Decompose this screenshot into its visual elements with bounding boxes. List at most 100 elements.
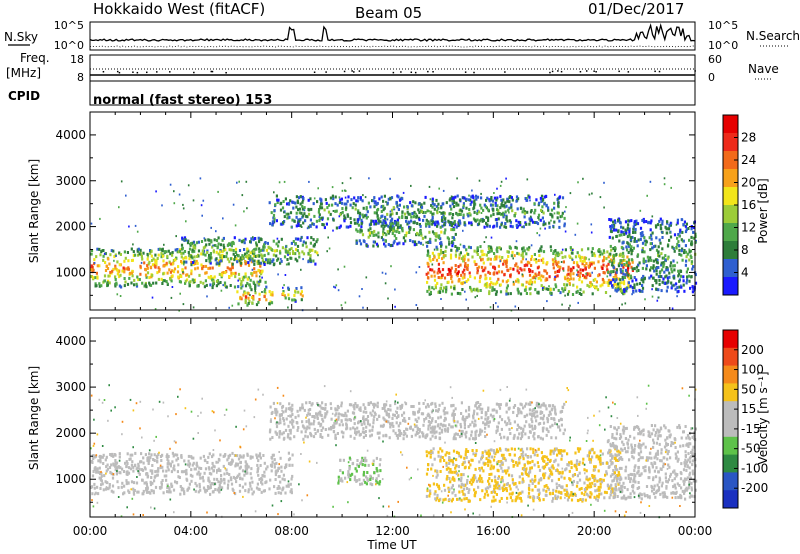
velocity-colorbar-tick: -200 (741, 481, 768, 495)
x-tick-label: 20:00 (577, 524, 612, 538)
freq-tick-top: 18 (70, 53, 84, 66)
velocity-region-green-patch (337, 456, 382, 487)
nsky-label: N.Sky (4, 30, 38, 44)
power-colorbar-tick: 24 (741, 153, 756, 167)
power-colorbar-swatch (723, 151, 738, 170)
velocity-colorbar-tick: 50 (741, 382, 756, 396)
freq-dots (102, 70, 696, 74)
nave-tick-top: 60 (708, 53, 722, 66)
plot-title: Hokkaido West (fitACF) (93, 0, 265, 18)
power-colorbar-swatch (723, 115, 738, 134)
cpid-label: CPID (8, 89, 40, 103)
noise-panel: 10^5 10^0 10^5 10^0 N.Sky N.Search (4, 19, 800, 52)
power-colorbar: 28 24 20 16 12 8 4 Power [dB] (722, 114, 770, 296)
velocity-ytick-label: 3000 (55, 380, 86, 394)
cpid-panel: CPID normal (fast stereo) 153 (8, 80, 696, 108)
power-region-main-echo (90, 247, 268, 290)
power-ytick-label: 1000 (55, 265, 86, 279)
nave-tick-bottom: 0 (708, 71, 715, 84)
time-axis: 00:00 04:00 08:00 12:00 16:00 20:00 00:00 (73, 524, 713, 538)
power-region-mid-band (355, 217, 457, 248)
cpid-text: normal (fast stereo) 153 (93, 93, 272, 108)
power-colorbar-swatch (723, 187, 738, 206)
velocity-colorbar-tick: 100 (741, 363, 764, 377)
noise-tick-bottom-left: 10^0 (54, 39, 84, 52)
power-colorbar-tick: 8 (741, 243, 749, 257)
velocity-colorbar-tick: -50 (741, 442, 761, 456)
power-colorbar-swatch (723, 133, 738, 152)
velocity-colorbar-swatch (723, 419, 738, 438)
power-ylabel: Slant Range [km] (27, 159, 41, 263)
power-region-near-echo-a (236, 286, 274, 307)
power-ytick-label: 4000 (55, 128, 86, 142)
velocity-colorbar-swatch (723, 347, 738, 367)
x-tick-label: 12:00 (375, 524, 410, 538)
velocity-colorbar-tick: 200 (741, 343, 764, 357)
power-sparse-echoes (90, 177, 690, 312)
freq-panel: 18 8 60 0 Freq. [MHz] Nave (6, 51, 779, 84)
x-axis-label: Time UT (366, 538, 417, 552)
velocity-colorbar-swatch (723, 490, 738, 509)
power-ytick-label: 3000 (55, 174, 86, 188)
velocity-ytick-label: 4000 (55, 334, 86, 348)
power-colorbar-swatch (723, 241, 738, 260)
date-label: 01/Dec/2017 (588, 0, 684, 18)
power-region-late-echo (607, 217, 698, 294)
freq-tick-bottom: 8 (77, 71, 84, 84)
power-colorbar-tick: 20 (741, 176, 756, 190)
freq-label: Freq. (20, 51, 50, 65)
x-tick-label: 16:00 (476, 524, 511, 538)
velocity-region-ground-scatter-main (90, 451, 294, 496)
x-tick-label: 04:00 (174, 524, 209, 538)
velocity-colorbar-tick: 15 (741, 402, 756, 416)
x-tick-label: 00:00 (678, 524, 713, 538)
power-colorbar-swatch (723, 205, 738, 224)
velocity-ytick-label: 1000 (55, 472, 86, 486)
noise-sky-line (89, 23, 696, 42)
nave-label: Nave (748, 62, 779, 76)
velocity-colorbar-swatch (723, 330, 738, 349)
velocity-heatmap (90, 384, 698, 519)
x-tick-label: 00:00 (73, 524, 108, 538)
power-colorbar-label: Power [dB] (756, 178, 770, 243)
velocity-sparse-echoes (90, 384, 697, 519)
power-ytick-label: 2000 (55, 220, 86, 234)
power-colorbar-tick: 12 (741, 221, 756, 235)
velocity-panel: 1000 2000 3000 4000 Slant Range [km] (27, 317, 698, 519)
velocity-colorbar-label: Velocity [m s⁻¹] (756, 371, 770, 464)
velocity-ytick-label: 2000 (55, 426, 86, 440)
power-region-echo-upper (178, 235, 319, 267)
x-tick-label: 08:00 (274, 524, 309, 538)
noise-tick-top-left: 10^5 (54, 19, 84, 32)
noise-tick-top-right: 10^5 (708, 19, 738, 32)
power-region-high-arc (268, 194, 566, 230)
power-colorbar-tick: 16 (741, 198, 756, 212)
power-colorbar-swatch (723, 223, 738, 242)
velocity-colorbar-swatch (723, 436, 738, 456)
power-colorbar-tick: 28 (741, 131, 756, 145)
nsearch-label: N.Search (746, 29, 800, 43)
velocity-region-negative-wedge (425, 447, 622, 503)
velocity-ylabel: Slant Range [km] (27, 366, 41, 470)
freq-unit: [MHz] (6, 66, 41, 80)
noise-tick-bottom-right: 10^0 (708, 39, 738, 52)
velocity-colorbar-swatch (723, 472, 738, 491)
power-region-strong-wedge (425, 244, 634, 296)
velocity-colorbar-tick: -100 (741, 461, 768, 475)
velocity-colorbar: 200 100 50 15 -15 -50 -100 -200 Velocity [m s⁻¹… (722, 329, 770, 509)
power-panel: 1000 2000 3000 4000 Slant Range [km] (27, 111, 698, 312)
velocity-colorbar-swatch (723, 383, 738, 402)
velocity-colorbar-swatch (723, 365, 738, 384)
power-colorbar-tick: 4 (741, 266, 749, 280)
velocity-colorbar-swatch (723, 454, 738, 473)
power-colorbar-swatch (723, 169, 738, 188)
velocity-colorbar-tick: -15 (741, 422, 761, 436)
beam-label: Beam 05 (355, 4, 422, 22)
power-heatmap (90, 177, 698, 312)
velocity-region-late-scatter (606, 424, 698, 501)
velocity-colorbar-swatch (723, 401, 738, 420)
power-colorbar-swatch (723, 277, 738, 296)
noise-search-line (89, 45, 696, 48)
power-colorbar-swatch (723, 259, 738, 278)
